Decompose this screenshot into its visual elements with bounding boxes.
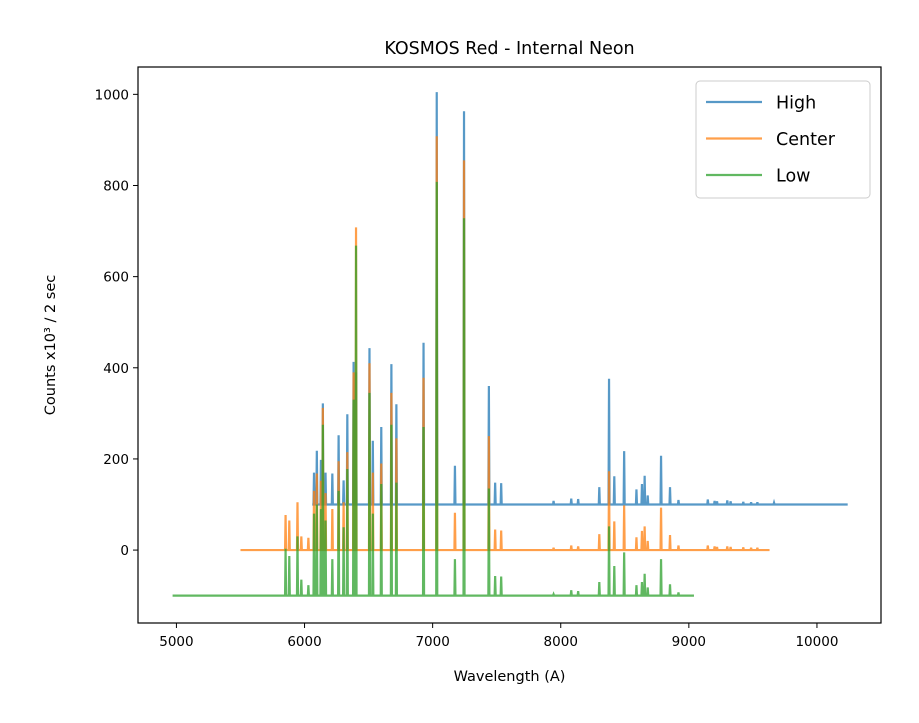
x-tick-label: 6000: [287, 634, 321, 650]
y-tick-label: 1000: [95, 87, 129, 103]
x-axis-label: Wavelength (A): [454, 669, 566, 685]
x-tick-label: 9000: [672, 634, 706, 650]
y-tick-label: 800: [103, 178, 129, 194]
axes-layer: 5000 6000 7000 8000 9000 10000 0 200 400 600 800 10…: [95, 66, 882, 650]
legend-box: [695, 80, 871, 199]
legend-label-high: High: [776, 94, 816, 114]
plot-frame: [137, 66, 882, 624]
legend-label-center: Center: [776, 130, 836, 150]
series-line-high: [312, 92, 848, 506]
chart-title: KOSMOS Red - Internal Neon: [384, 39, 634, 59]
legend-label-low: Low: [776, 167, 810, 187]
legend: High Center Low: [695, 80, 871, 199]
x-tick-label: 5000: [159, 634, 193, 650]
y-tick-label: 0: [120, 543, 129, 559]
x-tick-label: 7000: [415, 634, 449, 650]
series-line-center: [240, 136, 770, 552]
series-line-low: [172, 181, 694, 597]
x-tick-label: 10000: [795, 634, 838, 650]
x-tick-label: 8000: [544, 634, 578, 650]
y-tick-label: 200: [103, 452, 129, 468]
y-tick-label: 600: [103, 270, 129, 286]
series-layer: [172, 92, 848, 597]
y-axis-label: Counts x10³ / 2 sec: [43, 275, 59, 415]
y-tick-label: 400: [103, 361, 129, 377]
